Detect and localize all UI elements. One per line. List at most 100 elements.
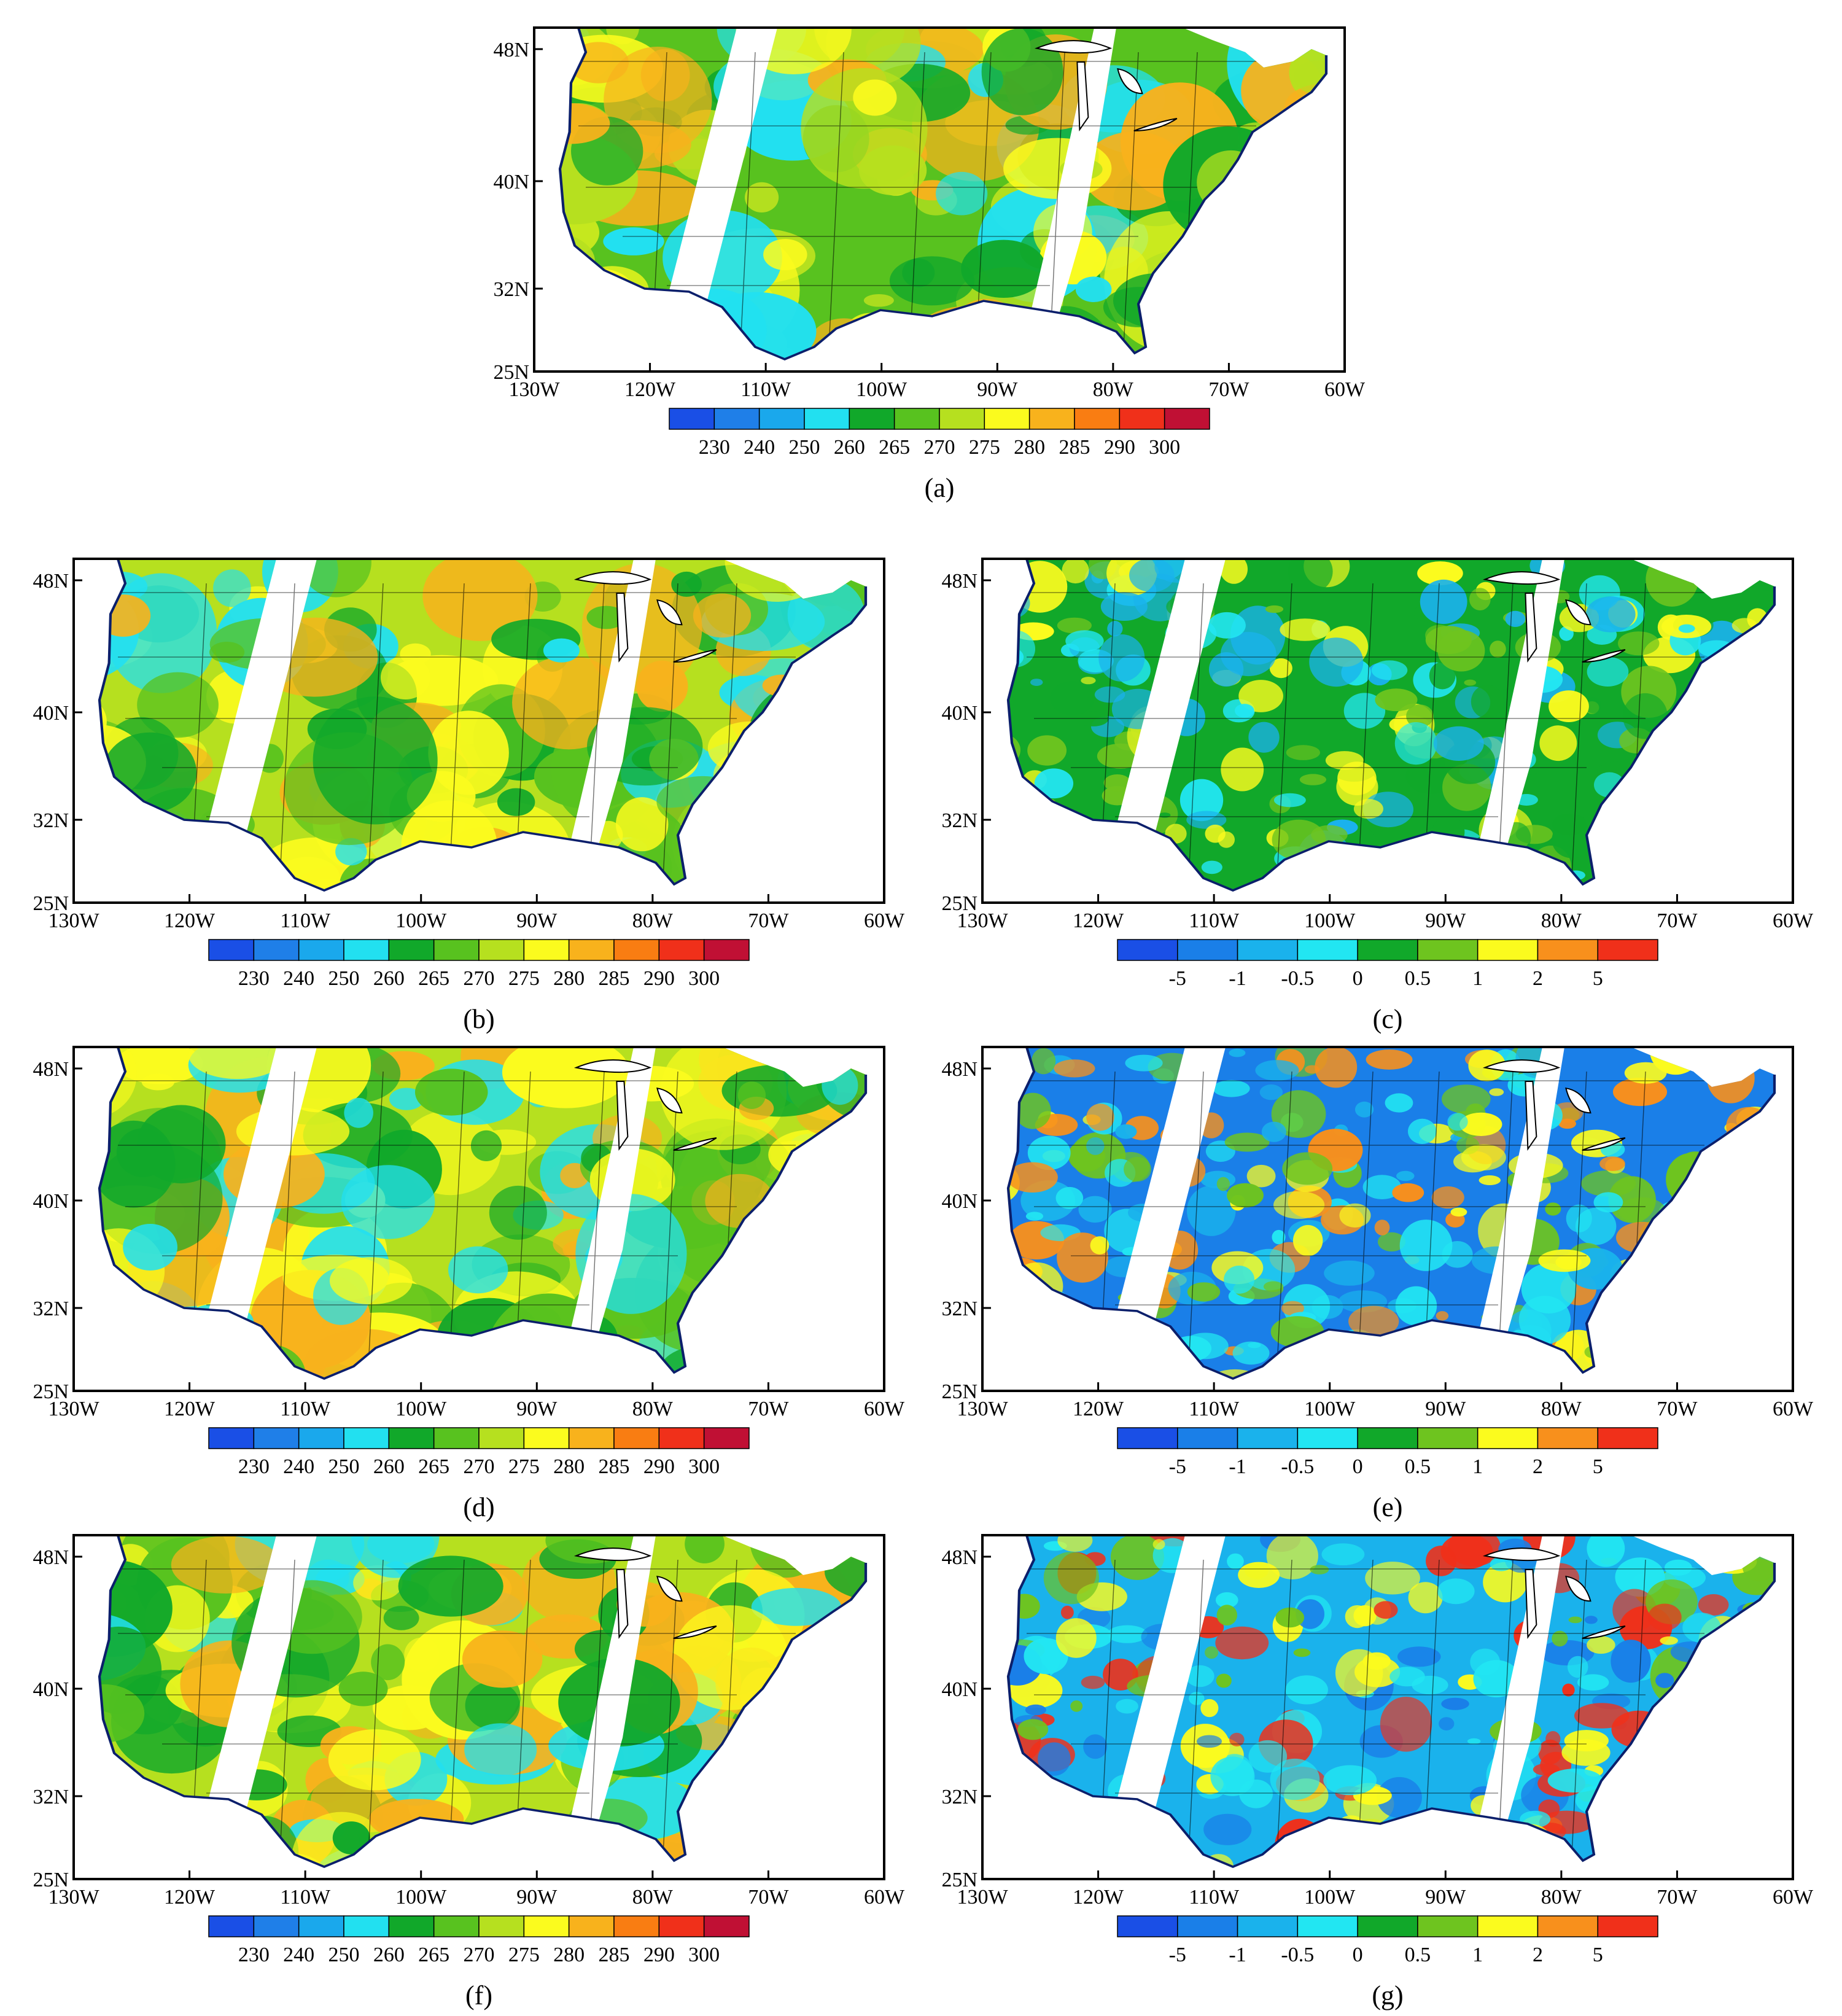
lon-tick-label: 110W xyxy=(1189,1886,1240,1909)
lat-tick-label: 48N xyxy=(493,39,529,61)
field-blob xyxy=(1293,1225,1323,1256)
field-blob xyxy=(1321,1543,1364,1565)
colorbar-label: 5 xyxy=(1593,967,1603,990)
lon-tick-label: 120W xyxy=(1073,1398,1124,1420)
colorbar-swatch xyxy=(1358,1428,1418,1449)
colorbar-swatch xyxy=(1297,1916,1358,1937)
field-blob xyxy=(1224,1266,1254,1294)
panel-label: (g) xyxy=(1372,1980,1403,2010)
field-blob xyxy=(1026,1212,1043,1220)
colorbar-label: 230 xyxy=(699,436,730,459)
lon-tick-label: 70W xyxy=(748,1398,789,1420)
field-blob xyxy=(1354,799,1383,819)
panel-label: (f) xyxy=(465,1980,492,2010)
colorbar-label: 270 xyxy=(924,436,955,459)
lat-tick-label: 48N xyxy=(941,1058,977,1081)
field-blob xyxy=(1216,1674,1232,1688)
field-blob xyxy=(341,1165,435,1239)
colorbar-difference: -5 -1 -0.5 0 0.5 1 2 5 xyxy=(1117,1916,1658,1966)
colorbar-label: 2 xyxy=(1533,1455,1543,1478)
colorbar-label: -0.5 xyxy=(1281,1944,1314,1966)
colorbar-swatch xyxy=(344,1916,389,1937)
field-blob xyxy=(1426,1546,1456,1576)
field-blob xyxy=(1197,1735,1222,1748)
field-blob xyxy=(961,240,1046,298)
field-blob xyxy=(1375,1220,1390,1236)
field-blob xyxy=(1086,1137,1105,1155)
field-blob xyxy=(462,1630,543,1687)
field-blob xyxy=(1288,550,1333,593)
colorbar-swatch xyxy=(1178,1428,1238,1449)
field-blob xyxy=(328,1729,421,1790)
field-blob xyxy=(1221,632,1277,676)
colorbar-swatch xyxy=(479,940,524,960)
colorbar-swatch xyxy=(1117,940,1178,960)
colorbar-swatch xyxy=(209,1428,254,1449)
colorbar-swatch xyxy=(659,940,704,960)
colorbar-label: 275 xyxy=(508,1455,540,1478)
lat-tick-label: 25N xyxy=(33,1869,69,1891)
field-blob xyxy=(1545,1202,1561,1215)
map-panel-g: 130W 120W 110W 100W 90W 80W 70W 60W48N40N32N25N… xyxy=(941,1514,1814,2010)
colorbar-swatch xyxy=(524,1916,569,1937)
field-blob xyxy=(763,239,807,270)
field-blob xyxy=(1585,1616,1598,1624)
lat-tick-label: 32N xyxy=(493,278,529,301)
lon-tick-label: 120W xyxy=(164,909,216,932)
lon-tick-label: 100W xyxy=(1304,1398,1356,1420)
colorbar-label: -0.5 xyxy=(1281,967,1314,990)
field-blob xyxy=(1385,1093,1413,1112)
field-blob xyxy=(543,639,580,663)
field-blob xyxy=(1437,630,1485,672)
lon-tick-label: 100W xyxy=(856,378,907,401)
field-blob xyxy=(1054,1059,1095,1077)
field-blob xyxy=(1655,1673,1674,1688)
field-blob xyxy=(1101,592,1148,621)
field-blob xyxy=(1434,726,1484,761)
field-blob xyxy=(1300,774,1326,785)
colorbar-label: 285 xyxy=(599,967,630,990)
colorbar-swatch xyxy=(479,1916,524,1937)
lon-tick-label: 80W xyxy=(632,1886,674,1909)
colorbar-label: 1 xyxy=(1472,1944,1483,1966)
colorbar-difference: -5 -1 -0.5 0 0.5 1 2 5 xyxy=(1117,1428,1658,1478)
colorbar-swatch xyxy=(1297,1428,1358,1449)
colorbar-swatch xyxy=(299,940,344,960)
colorbar-swatch xyxy=(704,1428,749,1449)
field-blob xyxy=(1310,1565,1329,1574)
lat-tick-label: 25N xyxy=(941,892,977,915)
field-blob xyxy=(1081,677,1095,684)
lat-tick-label: 25N xyxy=(33,1380,69,1403)
colorbar-label: 300 xyxy=(688,1455,720,1478)
field-blob xyxy=(1202,861,1222,874)
lon-tick-label: 70W xyxy=(1657,1886,1698,1909)
colorbar-swatch xyxy=(479,1428,524,1449)
field-blob xyxy=(1366,1049,1413,1070)
field-blob xyxy=(1065,630,1103,652)
field-blob xyxy=(1229,1733,1244,1746)
field-blob xyxy=(1569,1617,1582,1624)
lat-tick-label: 40N xyxy=(941,1190,977,1213)
field-blob xyxy=(1217,1177,1230,1191)
field-blob xyxy=(745,182,779,212)
field-blob xyxy=(1461,1144,1506,1170)
field-blob xyxy=(1070,1700,1082,1712)
field-blob xyxy=(1698,1594,1729,1616)
field-blob xyxy=(1027,735,1067,765)
colorbar-label: 260 xyxy=(373,967,405,990)
colorbar-swatch xyxy=(659,1428,704,1449)
colorbar-label: 240 xyxy=(283,1455,314,1478)
colorbar-label: 250 xyxy=(328,967,360,990)
colorbar-swatch xyxy=(209,1916,254,1937)
colorbar-swatch xyxy=(389,1916,433,1937)
field-blob xyxy=(1233,1342,1270,1365)
colorbar-label: 0.5 xyxy=(1405,1455,1431,1478)
colorbar-label: -1 xyxy=(1229,1944,1246,1966)
field-blob xyxy=(1264,1282,1283,1292)
field-blob xyxy=(685,1525,725,1563)
field-blob xyxy=(1323,1765,1377,1796)
colorbar-temperature: 230 240 250 260 265 270 275 280 285 290 300 xyxy=(209,940,749,990)
colorbar-swatch xyxy=(569,940,614,960)
field-blob xyxy=(1339,730,1354,745)
field-blob xyxy=(381,656,430,699)
